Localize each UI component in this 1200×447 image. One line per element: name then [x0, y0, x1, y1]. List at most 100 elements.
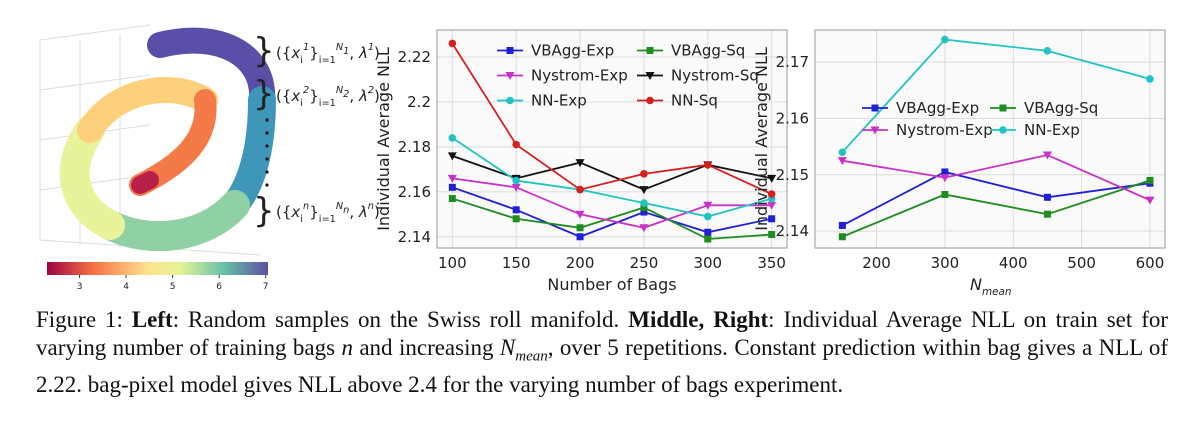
marker: [1146, 75, 1154, 83]
colorbar-tick-label: 5: [170, 282, 176, 292]
caption-text: N: [499, 335, 516, 360]
marker: [512, 215, 520, 223]
x-tick-label: 300: [931, 254, 960, 272]
marker: [576, 224, 584, 232]
figure-graphics: } } } ({xi1}i=1N1, λ1)({xi2}i=1N2, λ2)({…: [39, 24, 1166, 298]
math-part: }: [309, 44, 319, 62]
x-tick-label: 350: [757, 254, 786, 272]
math-part: i=1: [319, 98, 336, 109]
marker: [640, 199, 648, 207]
marker: [506, 47, 514, 54]
series-line: [452, 186, 772, 238]
math-part: mean: [982, 286, 1011, 298]
marker: [767, 201, 777, 210]
math-part: 2: [368, 85, 374, 96]
y-tick-label: 2.15: [776, 166, 809, 184]
math-part: x: [290, 87, 300, 105]
marker: [1043, 210, 1051, 218]
svg-text:}: }: [253, 191, 275, 231]
math-part: ({: [276, 44, 291, 62]
math-part: 2: [303, 85, 309, 96]
marker: [448, 183, 456, 191]
caption-text: mean: [515, 348, 548, 365]
caption-text: : Random samples on the Swiss roll manif…: [172, 307, 629, 332]
caption-text: : Individual Average NLL on train set fo…: [36, 307, 1169, 360]
colorbar-tick-label: 7: [263, 282, 269, 292]
marker: [941, 35, 949, 44]
x-tick-label: 400: [999, 254, 1028, 272]
series-line: [841, 170, 1151, 227]
math-part: 2: [343, 89, 349, 100]
x-tick-label: 100: [438, 254, 467, 272]
x-tick-label: 500: [1067, 254, 1096, 272]
math-part: i: [300, 214, 303, 225]
marker: [837, 157, 847, 166]
y-tick-label: 2.16: [776, 109, 809, 127]
math-part: N: [336, 201, 344, 212]
legend-label: Nystrom-Exp: [531, 67, 628, 85]
series-line: [842, 154, 1151, 201]
math-part: n: [343, 205, 349, 216]
math-part: ({: [276, 87, 291, 105]
math-part: i: [300, 55, 303, 66]
marker: [576, 233, 584, 241]
math-part: n: [303, 201, 309, 212]
marker: [640, 204, 648, 212]
series-line: [842, 179, 1151, 238]
series-line: [452, 177, 772, 229]
marker: [646, 96, 654, 105]
marker: [646, 47, 654, 54]
y-tick-label: 2.18: [398, 138, 431, 156]
marker: [512, 140, 520, 149]
marker: [999, 126, 1007, 134]
math-part: ,: [349, 203, 359, 221]
series-line: [451, 137, 772, 218]
caption-text: Figure 1:: [36, 307, 132, 332]
math-part: 1: [303, 42, 309, 53]
marker: [871, 104, 879, 112]
y-tick-label: 2.17: [776, 53, 809, 71]
legend-label: VBAgg-Sq: [1024, 99, 1098, 117]
colorbar: [47, 262, 268, 275]
marker: [448, 195, 456, 203]
colorbar-tick-label: 4: [123, 282, 129, 292]
marker: [640, 170, 648, 178]
marker: [768, 231, 776, 239]
legend-label: NN-Exp: [1024, 121, 1080, 139]
y-tick-label: 2.14: [776, 222, 809, 240]
marker: [505, 72, 515, 80]
marker: [999, 104, 1007, 112]
y-tick-label: 2.22: [398, 48, 431, 66]
caption-text: Left: [131, 307, 173, 332]
math-part: ): [374, 203, 380, 221]
marker: [448, 134, 457, 142]
marker: [703, 201, 713, 210]
marker: [640, 208, 648, 216]
colorbar-tick-label: 3: [77, 282, 83, 292]
marker: [1146, 176, 1154, 184]
caption: Figure 1: Left: Random samples on the Sw…: [36, 306, 1168, 399]
math-part: x: [290, 44, 300, 62]
marker: [511, 183, 521, 192]
math-part: ({: [276, 203, 291, 221]
marker: [940, 174, 950, 183]
marker: [704, 212, 712, 221]
svg-text:}: }: [253, 31, 275, 71]
marker: [448, 39, 457, 48]
math-part: N: [336, 42, 344, 53]
colorbar-tick-label: 6: [216, 282, 222, 292]
marker: [870, 126, 880, 135]
marker: [575, 159, 585, 168]
x-tick-label: 250: [630, 254, 659, 272]
plot-frame: [436, 29, 788, 249]
math-part: i=1: [319, 55, 336, 66]
y-tick-label: 2.14: [398, 228, 431, 246]
x-tick-label: 300: [693, 254, 722, 272]
marker: [512, 176, 520, 185]
caption-text: Middle, Right: [628, 307, 769, 332]
plot-area: [815, 30, 1165, 248]
caption-text: and increasing: [352, 335, 500, 360]
marker: [1145, 196, 1155, 205]
math-part: λ: [358, 203, 368, 221]
math-part: N: [970, 275, 982, 294]
